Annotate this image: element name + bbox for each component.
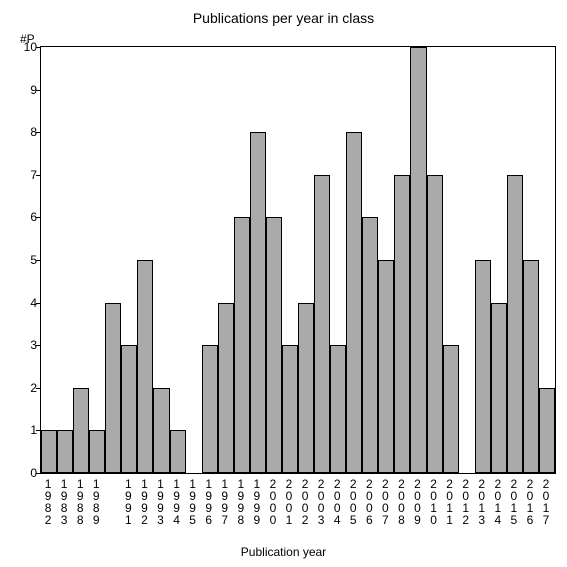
- x-tick-label: 1999: [252, 478, 262, 526]
- bar: [105, 303, 121, 473]
- y-tick: [36, 47, 40, 48]
- x-tick-label: 2008: [396, 478, 406, 526]
- bar: [507, 175, 523, 473]
- y-tick: [36, 90, 40, 91]
- bar: [346, 132, 362, 473]
- bar: [410, 47, 426, 473]
- bar: [89, 430, 105, 473]
- bar: [394, 175, 410, 473]
- x-tick-label: 2016: [525, 478, 535, 526]
- x-tick-label: 1994: [172, 478, 182, 526]
- x-tick-label: 1982: [43, 478, 53, 526]
- x-tick-label: 2012: [461, 478, 471, 526]
- y-tick: [36, 430, 40, 431]
- bar: [427, 175, 443, 473]
- bar: [202, 345, 218, 473]
- y-tick-label: 10: [12, 40, 37, 54]
- y-tick: [36, 132, 40, 133]
- y-tick-label: 1: [12, 423, 37, 437]
- chart-container: Publications per year in class #P 012345…: [0, 0, 567, 567]
- bar: [282, 345, 298, 473]
- x-axis-label: Publication year: [0, 545, 567, 559]
- x-tick-label: 1995: [188, 478, 198, 526]
- y-tick-label: 6: [12, 210, 37, 224]
- bar: [57, 430, 73, 473]
- bar: [137, 260, 153, 473]
- y-tick-label: 8: [12, 125, 37, 139]
- x-tick-label: 1998: [236, 478, 246, 526]
- x-tick-label: 1996: [204, 478, 214, 526]
- x-tick-label: 2015: [509, 478, 519, 526]
- bar: [443, 345, 459, 473]
- x-tick-label: 1992: [139, 478, 149, 526]
- y-tick: [36, 345, 40, 346]
- bar: [330, 345, 346, 473]
- y-tick-label: 7: [12, 168, 37, 182]
- x-tick-label: 2017: [541, 478, 551, 526]
- bar: [234, 217, 250, 473]
- y-tick-label: 0: [12, 466, 37, 480]
- y-tick-label: 9: [12, 83, 37, 97]
- y-tick-label: 3: [12, 338, 37, 352]
- y-tick-label: 4: [12, 296, 37, 310]
- bar: [378, 260, 394, 473]
- x-tick-label: 2005: [348, 478, 358, 526]
- chart-title: Publications per year in class: [0, 10, 567, 26]
- bar: [266, 217, 282, 473]
- x-tick-label: 2010: [429, 478, 439, 526]
- y-tick: [36, 260, 40, 261]
- bar: [170, 430, 186, 473]
- bar: [539, 388, 555, 473]
- plot-area: [40, 46, 556, 474]
- bar: [475, 260, 491, 473]
- x-tick-label: 1997: [220, 478, 230, 526]
- y-tick: [36, 175, 40, 176]
- x-tick-label: 2007: [380, 478, 390, 526]
- x-tick-label: 2014: [493, 478, 503, 526]
- bar: [41, 430, 57, 473]
- bar: [298, 303, 314, 473]
- bar: [250, 132, 266, 473]
- x-tick-label: 2013: [477, 478, 487, 526]
- x-tick-label: 2000: [268, 478, 278, 526]
- x-tick-label: 1989: [91, 478, 101, 526]
- bar: [73, 388, 89, 473]
- y-tick-label: 2: [12, 381, 37, 395]
- x-tick-label: 1993: [155, 478, 165, 526]
- bar: [362, 217, 378, 473]
- x-tick-label: 2011: [445, 478, 455, 526]
- y-tick: [36, 388, 40, 389]
- x-tick-label: 2009: [412, 478, 422, 526]
- bar: [121, 345, 137, 473]
- bar: [153, 388, 169, 473]
- y-tick-label: 5: [12, 253, 37, 267]
- x-tick-label: 2006: [364, 478, 374, 526]
- bar: [523, 260, 539, 473]
- x-tick-label: 2004: [332, 478, 342, 526]
- x-tick-label: 2001: [284, 478, 294, 526]
- x-tick-label: 2002: [300, 478, 310, 526]
- x-tick-label: 1988: [75, 478, 85, 526]
- x-tick-label: 2003: [316, 478, 326, 526]
- bar: [218, 303, 234, 473]
- bar: [491, 303, 507, 473]
- x-tick-label: 1983: [59, 478, 69, 526]
- y-tick: [36, 217, 40, 218]
- y-tick: [36, 303, 40, 304]
- y-tick: [36, 473, 40, 474]
- bar: [314, 175, 330, 473]
- x-tick-label: 1991: [123, 478, 133, 526]
